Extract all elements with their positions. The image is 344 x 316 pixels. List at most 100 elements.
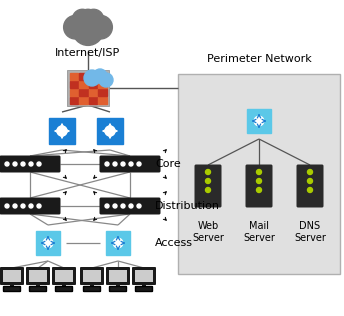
Circle shape — [89, 15, 112, 39]
FancyBboxPatch shape — [55, 287, 73, 291]
Circle shape — [93, 69, 107, 83]
Text: Web
Server: Web Server — [192, 221, 224, 243]
Bar — [88, 81, 97, 88]
FancyBboxPatch shape — [99, 198, 161, 215]
Circle shape — [84, 70, 100, 86]
FancyBboxPatch shape — [52, 267, 76, 285]
Circle shape — [105, 126, 115, 136]
Circle shape — [129, 162, 133, 166]
Circle shape — [257, 187, 261, 192]
Circle shape — [78, 9, 98, 29]
Circle shape — [105, 162, 109, 166]
Bar — [142, 283, 146, 288]
FancyBboxPatch shape — [0, 267, 24, 285]
FancyBboxPatch shape — [109, 270, 127, 282]
Bar — [79, 88, 87, 95]
FancyBboxPatch shape — [29, 270, 47, 282]
Bar — [69, 72, 78, 80]
Circle shape — [5, 204, 9, 208]
Bar — [88, 96, 97, 104]
Bar — [10, 283, 14, 288]
FancyBboxPatch shape — [136, 287, 152, 291]
Circle shape — [113, 204, 117, 208]
Bar — [79, 81, 87, 88]
Circle shape — [43, 238, 53, 248]
FancyBboxPatch shape — [84, 287, 100, 291]
Bar — [79, 96, 87, 104]
Text: Distribution: Distribution — [155, 201, 220, 211]
Bar — [98, 72, 107, 80]
FancyBboxPatch shape — [0, 155, 61, 173]
FancyBboxPatch shape — [109, 287, 127, 291]
Text: Core: Core — [155, 159, 181, 169]
Circle shape — [29, 204, 33, 208]
Circle shape — [205, 169, 211, 174]
Circle shape — [72, 9, 93, 29]
Circle shape — [308, 179, 312, 184]
Circle shape — [257, 169, 261, 174]
Text: DNS
Server: DNS Server — [294, 221, 326, 243]
Text: Perimeter Network: Perimeter Network — [207, 54, 311, 64]
Circle shape — [84, 9, 104, 29]
Bar — [62, 283, 66, 288]
Bar — [90, 283, 94, 288]
FancyBboxPatch shape — [106, 267, 130, 285]
Circle shape — [121, 162, 125, 166]
Circle shape — [113, 238, 123, 248]
FancyBboxPatch shape — [80, 267, 104, 285]
Circle shape — [21, 204, 25, 208]
FancyBboxPatch shape — [3, 270, 21, 282]
Circle shape — [137, 204, 141, 208]
Text: Access: Access — [155, 238, 193, 248]
FancyBboxPatch shape — [194, 165, 222, 208]
Text: Mail
Server: Mail Server — [243, 221, 275, 243]
FancyBboxPatch shape — [26, 267, 50, 285]
FancyBboxPatch shape — [67, 70, 109, 106]
FancyBboxPatch shape — [132, 267, 156, 285]
Bar — [98, 96, 107, 104]
Circle shape — [129, 204, 133, 208]
Circle shape — [308, 187, 312, 192]
Circle shape — [105, 204, 109, 208]
Circle shape — [13, 162, 17, 166]
Circle shape — [64, 15, 87, 39]
Circle shape — [205, 187, 211, 192]
Circle shape — [5, 162, 9, 166]
FancyBboxPatch shape — [0, 198, 61, 215]
Circle shape — [37, 204, 41, 208]
Bar — [69, 96, 78, 104]
Bar — [79, 72, 87, 80]
Circle shape — [57, 126, 67, 136]
Circle shape — [121, 204, 125, 208]
Bar — [69, 88, 78, 95]
FancyBboxPatch shape — [71, 20, 105, 35]
FancyBboxPatch shape — [83, 270, 101, 282]
FancyBboxPatch shape — [99, 155, 161, 173]
Circle shape — [13, 204, 17, 208]
Bar — [98, 81, 107, 88]
FancyBboxPatch shape — [55, 270, 73, 282]
FancyBboxPatch shape — [135, 270, 153, 282]
Bar — [36, 283, 40, 288]
Circle shape — [37, 162, 41, 166]
Bar — [69, 81, 78, 88]
Circle shape — [99, 73, 113, 87]
Circle shape — [21, 162, 25, 166]
Bar — [116, 283, 120, 288]
Circle shape — [113, 162, 117, 166]
FancyBboxPatch shape — [30, 287, 46, 291]
Bar — [98, 88, 107, 95]
FancyBboxPatch shape — [297, 165, 323, 208]
FancyBboxPatch shape — [3, 287, 21, 291]
Circle shape — [254, 116, 264, 126]
Text: Internet/ISP: Internet/ISP — [55, 48, 121, 58]
Circle shape — [29, 162, 33, 166]
Circle shape — [205, 179, 211, 184]
FancyBboxPatch shape — [178, 74, 340, 274]
Circle shape — [257, 179, 261, 184]
Circle shape — [137, 162, 141, 166]
Bar — [88, 72, 97, 80]
Circle shape — [73, 15, 104, 46]
Circle shape — [308, 169, 312, 174]
Bar — [88, 88, 97, 95]
